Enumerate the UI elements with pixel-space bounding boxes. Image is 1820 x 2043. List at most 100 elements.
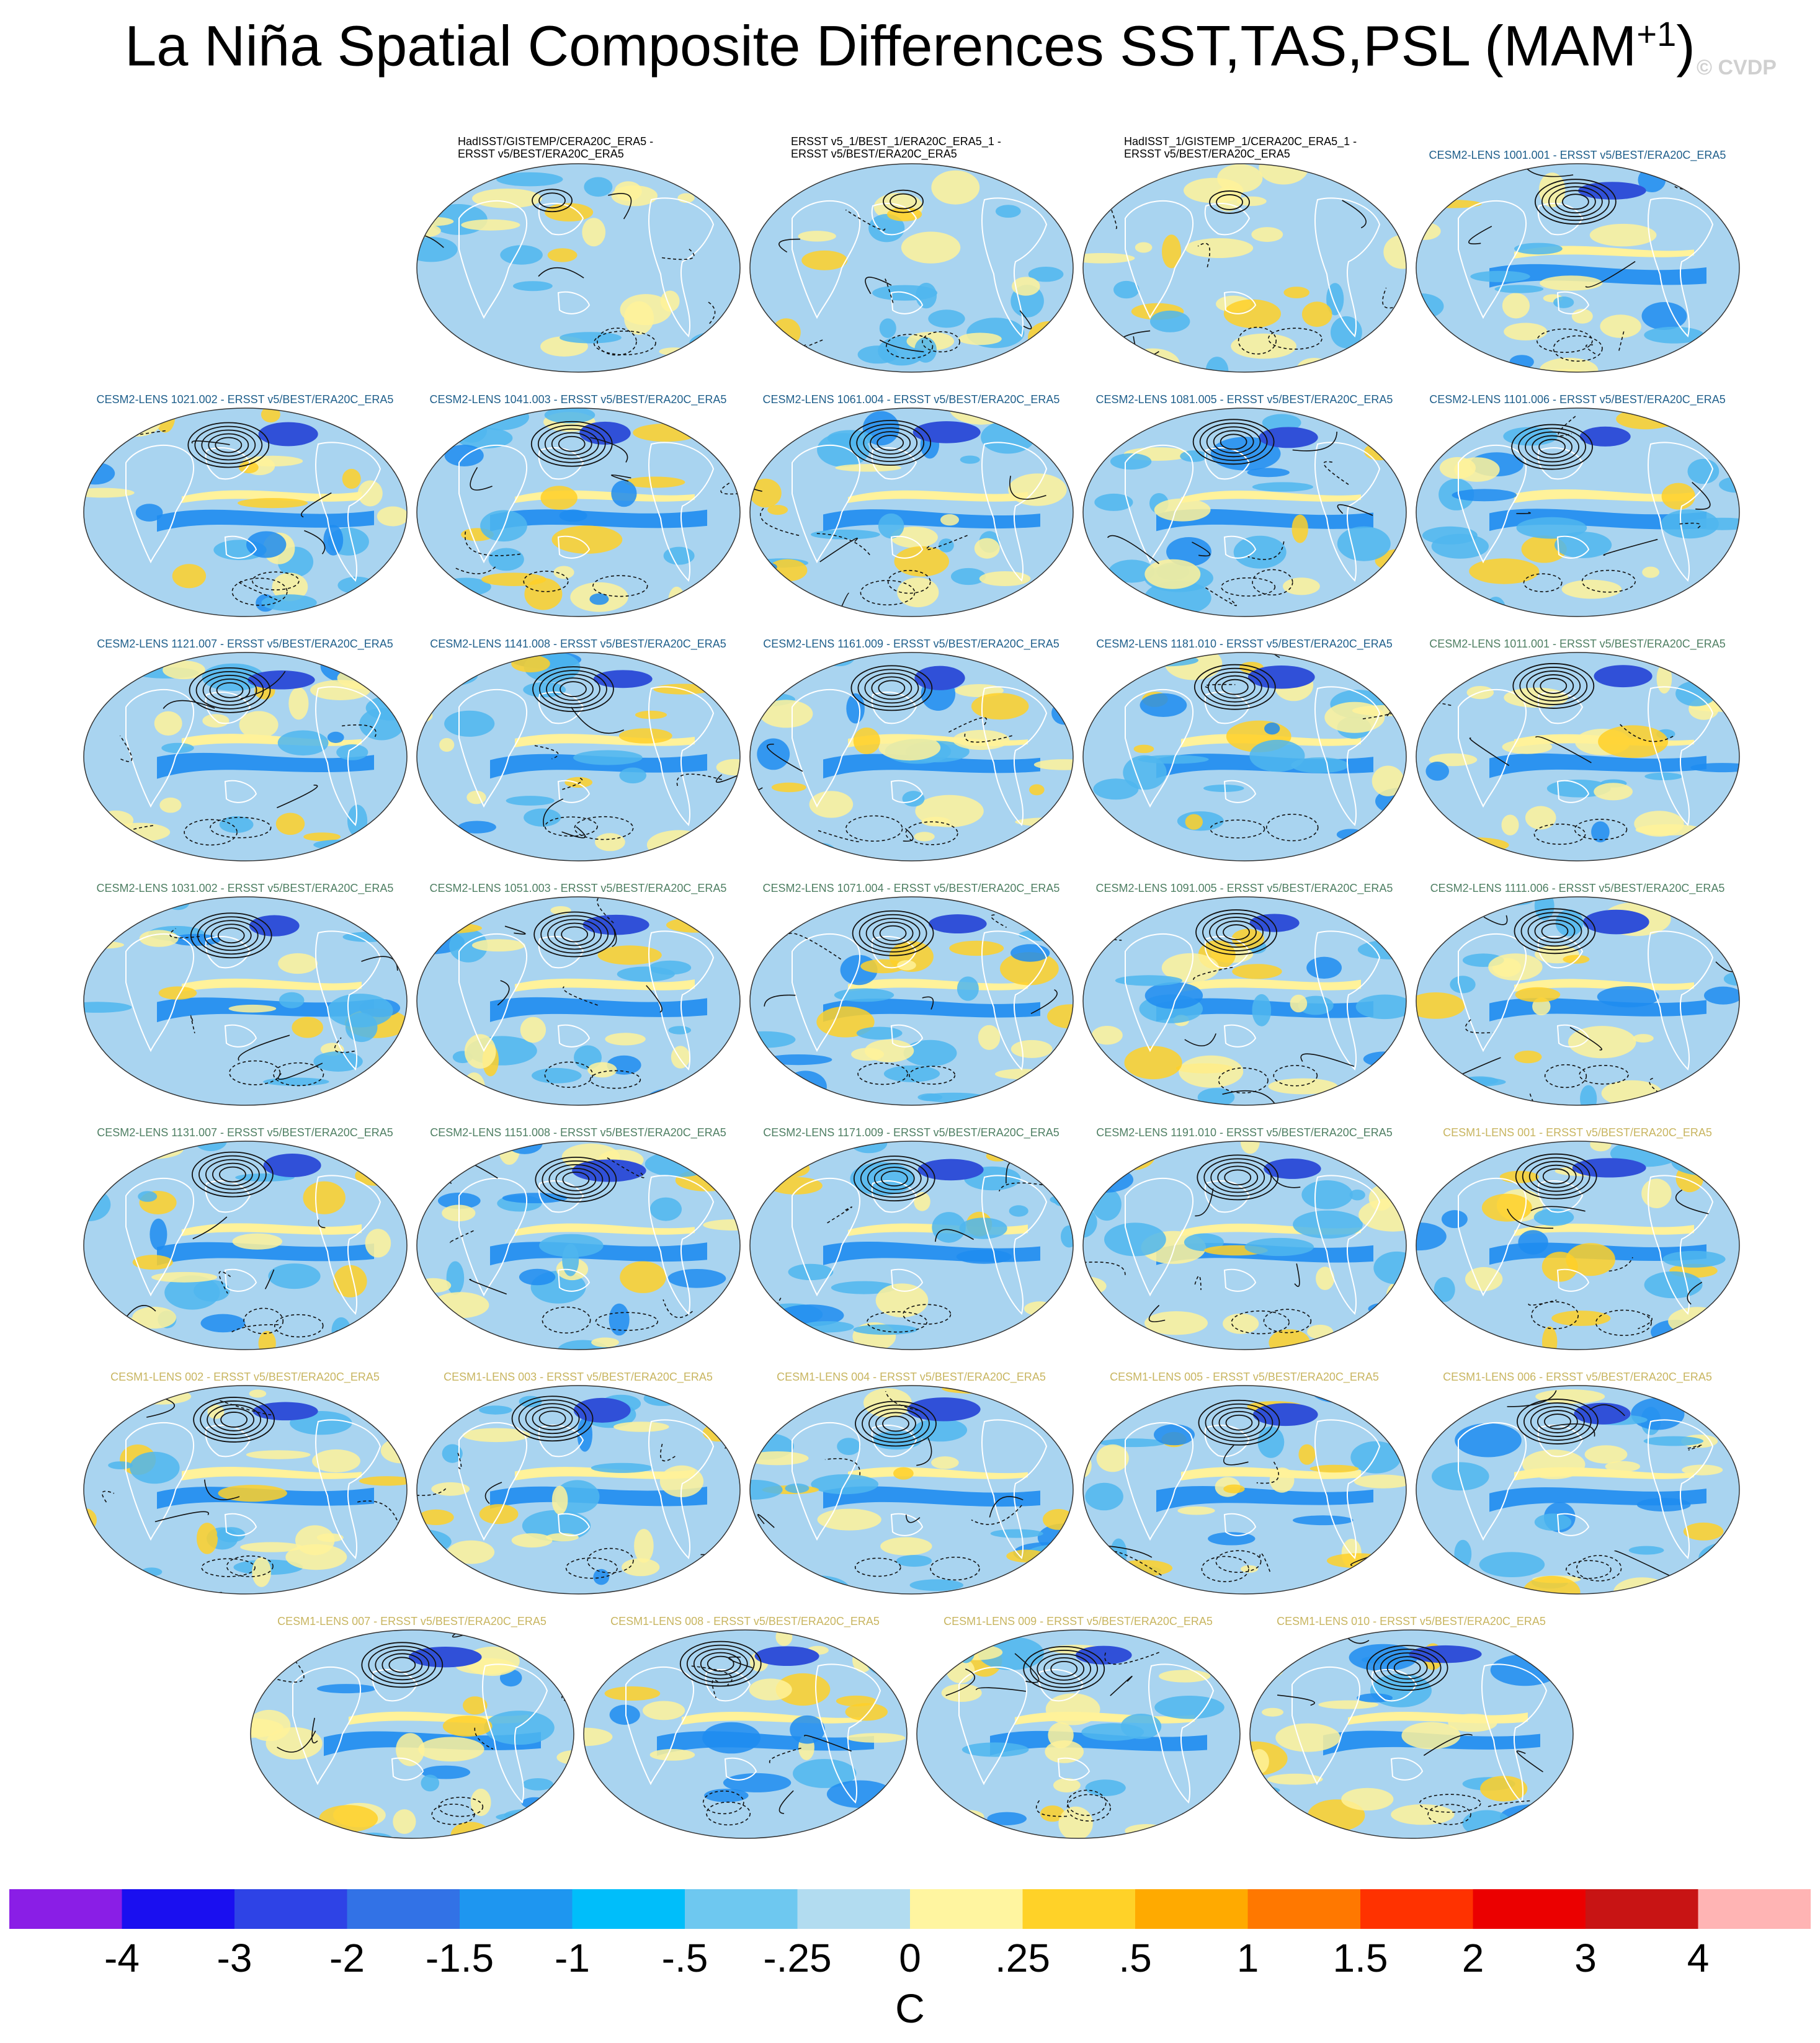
anomaly-patch (1109, 559, 1155, 583)
psl-contour (367, 580, 391, 599)
anomaly-patch (1416, 1141, 1478, 1167)
psl-contour (916, 1438, 932, 1466)
anomaly-patch (1452, 489, 1517, 502)
continent-outline (315, 1175, 381, 1315)
anomaly-patch (1662, 603, 1690, 616)
psl-contour (1548, 186, 1603, 218)
psl-contour (202, 674, 257, 706)
psl-contour (728, 1656, 753, 1668)
anomaly-patch (163, 661, 205, 680)
map-canvas (749, 652, 1074, 861)
psl-contour (945, 1668, 975, 1696)
psl-contour (1483, 915, 1508, 925)
panel-label: CESM2-LENS 1081.005 - ERSST v5/BEST/ERA2… (1095, 393, 1393, 406)
anomaly-patch (1008, 473, 1067, 506)
anomaly-patch (1014, 408, 1048, 425)
continent-outline (1371, 1669, 1417, 1702)
anomaly-patch (1401, 1722, 1461, 1750)
anomaly-patch (1668, 1307, 1727, 1335)
anomaly-patch (1661, 509, 1719, 539)
anomaly-patch (1283, 287, 1309, 298)
colorbar-tick-label: -1 (555, 1936, 590, 1980)
continent-outline (557, 1513, 591, 1536)
panel-label: CESM2-LENS 1021.002 - ERSST v5/BEST/ERA2… (96, 393, 394, 406)
continent-outline (648, 1175, 715, 1315)
psl-contour (1035, 1315, 1073, 1340)
psl-contour (154, 1511, 209, 1523)
anomaly-patch (1439, 456, 1476, 479)
continent-outline (1291, 1666, 1361, 1786)
anomaly-patch (560, 332, 622, 344)
anomaly-patch (359, 1476, 407, 1486)
psl-contour (497, 980, 510, 1006)
continent-outline (125, 933, 195, 1053)
cold-tongue-patch (490, 997, 707, 1022)
anomaly-patch (707, 408, 740, 429)
anomaly-patch (447, 1540, 495, 1564)
anomaly-patch (1010, 944, 1050, 962)
psl-contour (1737, 303, 1739, 329)
anomaly-patch (614, 181, 642, 202)
psl-contour (215, 437, 243, 453)
psl-contour (1259, 1552, 1271, 1573)
psl-contour (850, 665, 933, 711)
anomaly-patch (702, 1722, 761, 1754)
anomaly-patch (132, 1306, 176, 1329)
psl-contour (1687, 1444, 1703, 1451)
continent-outline (1556, 291, 1590, 314)
psl-contour (1323, 461, 1349, 486)
continent-outline (1204, 1425, 1251, 1458)
anomaly-patch (1641, 1178, 1672, 1208)
map-panel: CESM2-LENS 1021.002 - ERSST v5/BEST/ERA2… (83, 380, 408, 617)
psl-contour (1216, 920, 1257, 944)
psl-contour (1544, 1064, 1587, 1088)
anomaly-patch (331, 1317, 351, 1344)
anomaly-patch (285, 1544, 347, 1570)
anomaly-patch (1262, 414, 1301, 432)
anomaly-patch (1094, 493, 1133, 511)
map-border (916, 1629, 1241, 1839)
psl-contour (1529, 1093, 1577, 1105)
psl-contour (838, 855, 857, 861)
psl-contour (816, 533, 870, 556)
anomaly-patch (1223, 299, 1281, 328)
anomaly-patch (1416, 202, 1438, 216)
psl-contour (867, 1163, 922, 1195)
anomaly-patch (1434, 1277, 1455, 1302)
anomaly-patch (909, 1579, 964, 1591)
panel-label: CESM2-LENS 1161.009 - ERSST v5/BEST/ERA2… (763, 638, 1059, 650)
anomaly-patch (524, 808, 561, 827)
psl-contour (879, 925, 907, 941)
psl-contour (342, 724, 377, 737)
anomaly-patch (1605, 1461, 1640, 1472)
cold-tongue-patch (1489, 264, 1706, 288)
psl-contour (538, 267, 584, 278)
psl-contour (1531, 1301, 1579, 1330)
anomaly-patch (798, 231, 836, 242)
map-panel: CESM1-LENS 003 - ERSST v5/BEST/ERA20C_ER… (416, 1357, 741, 1595)
psl-contour (1649, 1077, 1671, 1101)
north-pacific-cool-patch (582, 914, 649, 935)
map-panel: CESM2-LENS 1061.004 - ERSST v5/BEST/ERA2… (749, 380, 1074, 617)
anomaly-patch (1223, 1313, 1259, 1334)
anomaly-patch (1525, 806, 1556, 830)
psl-contour (1536, 328, 1593, 353)
anomaly-patch (702, 1423, 735, 1442)
psl-contour (1221, 679, 1249, 695)
anomaly-patch (418, 1509, 454, 1525)
psl-contour (1679, 522, 1701, 529)
psl-contour (1535, 1164, 1577, 1188)
continent-outline (538, 1425, 584, 1458)
anomaly-patch (1091, 897, 1112, 908)
anomaly-patch (1162, 234, 1181, 269)
psl-contour (590, 437, 628, 463)
warm-band-patch (1181, 491, 1361, 503)
anomaly-patch (914, 337, 937, 363)
anomaly-patch (339, 1572, 403, 1594)
anomaly-patch (562, 1244, 579, 1276)
psl-contour (845, 209, 886, 231)
psl-contour (1009, 476, 1046, 500)
continent-outline (1125, 200, 1194, 319)
anomaly-patch (868, 214, 905, 243)
anomaly-patch (618, 728, 672, 744)
